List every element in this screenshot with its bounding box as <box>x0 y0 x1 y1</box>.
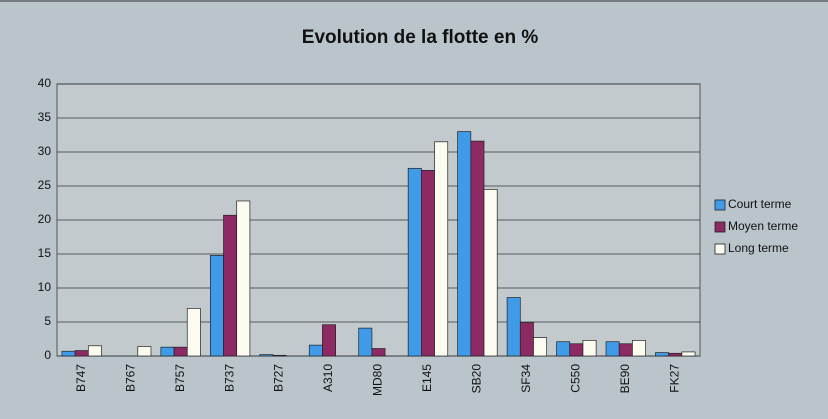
legend-swatch <box>714 243 726 255</box>
bar <box>506 297 521 357</box>
y-tick-label: 5 <box>44 314 51 328</box>
bar <box>173 346 188 357</box>
x-tick-label: E145 <box>420 364 434 392</box>
legend-label: Moyen terme <box>728 219 798 233</box>
bar <box>681 351 696 357</box>
bar <box>61 350 76 357</box>
bar <box>322 324 336 357</box>
x-tick-label: FK27 <box>667 364 681 393</box>
y-tick-label: 10 <box>38 280 52 294</box>
bar <box>655 352 670 357</box>
legend-swatch <box>714 199 726 211</box>
y-tick-label: 15 <box>38 246 52 260</box>
bar <box>186 308 201 357</box>
y-tick-label: 25 <box>38 178 52 192</box>
bar <box>618 343 633 357</box>
x-tick-label: SB20 <box>470 364 484 394</box>
bar <box>556 341 571 357</box>
x-tick-label: BE90 <box>618 364 632 394</box>
x-tick-label: MD80 <box>371 364 385 396</box>
bar <box>358 327 373 357</box>
bar <box>74 350 89 357</box>
bar <box>259 354 274 357</box>
bar <box>236 200 251 357</box>
x-tick-label: B757 <box>173 364 187 392</box>
bar <box>582 340 597 357</box>
bar <box>407 167 422 357</box>
bar <box>470 140 485 357</box>
bar <box>632 340 646 357</box>
bar <box>483 189 498 357</box>
y-tick-label: 35 <box>38 110 52 124</box>
bar <box>533 337 548 357</box>
bar <box>668 352 683 357</box>
x-tick-label: C550 <box>569 364 583 393</box>
bar <box>421 170 435 357</box>
x-tick-label: B737 <box>222 364 236 392</box>
x-tick-label: A310 <box>321 364 335 392</box>
y-tick-label: 0 <box>44 348 51 362</box>
bar <box>160 346 175 357</box>
y-tick-label: 40 <box>38 76 52 90</box>
bar <box>519 322 534 357</box>
legend-label: Long terme <box>728 241 789 255</box>
bar <box>457 131 472 357</box>
bar <box>272 354 287 357</box>
bar <box>223 214 238 357</box>
bar <box>605 341 620 357</box>
bar <box>137 346 152 357</box>
x-tick-label: B747 <box>74 364 88 392</box>
x-tick-label: B767 <box>123 364 137 392</box>
bar <box>434 141 449 357</box>
chart-title: Evolution de la flotte en % <box>302 27 539 48</box>
x-tick-label: SF34 <box>519 364 533 393</box>
legend-swatch <box>714 221 726 233</box>
x-tick-label: B727 <box>272 364 286 392</box>
bar <box>87 345 102 357</box>
y-tick-label: 30 <box>38 144 52 158</box>
legend-label: Court terme <box>728 197 792 211</box>
bar <box>569 343 584 357</box>
bar <box>371 348 386 357</box>
bar <box>209 255 224 357</box>
bar <box>308 344 323 357</box>
y-tick-label: 20 <box>38 212 52 226</box>
